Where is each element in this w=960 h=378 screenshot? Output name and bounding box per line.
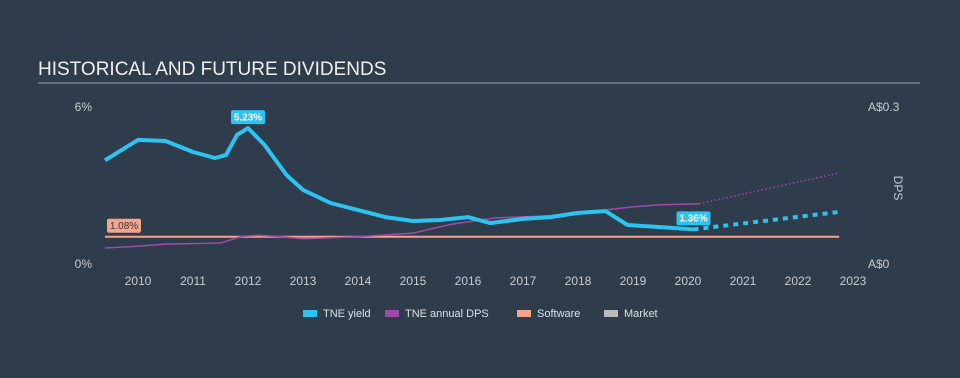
x-tick-label: 2023 (840, 274, 867, 288)
x-tick-label: 2022 (785, 274, 812, 288)
x-tick-label: 2019 (620, 274, 647, 288)
x-tick-label: 2012 (235, 274, 262, 288)
legend-label: TNE annual DPS (405, 308, 489, 320)
legend-label: Market (624, 308, 658, 320)
x-tick-label: 2021 (730, 274, 757, 288)
y2-axis-label: DPS (891, 176, 905, 201)
y2-tick-label: A$0 (868, 257, 890, 271)
value-label-box (107, 218, 141, 233)
chart-title: HISTORICAL AND FUTURE DIVIDENDS (38, 59, 386, 80)
series-line (104, 203, 700, 249)
y2-tick-label: A$0.3 (868, 100, 900, 114)
legend-label: Software (537, 308, 580, 320)
x-tick-label: 2011 (180, 274, 206, 288)
series-line (103, 126, 694, 232)
legend-swatch (604, 310, 618, 317)
legend-swatch (385, 310, 399, 317)
y-tick-label: 6% (75, 100, 93, 114)
value-label: 1.08% (110, 221, 138, 232)
x-tick-label: 2013 (290, 274, 317, 288)
value-label: 5.23% (234, 112, 262, 123)
legend-swatch (517, 310, 531, 317)
x-tick-label: 2018 (565, 274, 592, 288)
value-label: 1.36% (679, 214, 707, 225)
x-tick-label: 2020 (675, 274, 702, 288)
x-tick-label: 2016 (455, 274, 482, 288)
x-tick-label: 2010 (125, 274, 152, 288)
value-label-box (676, 211, 711, 226)
y-tick-label: 0% (75, 257, 93, 271)
forecast-line (693, 209, 840, 232)
x-tick-label: 2014 (345, 274, 372, 288)
x-tick-label: 2015 (400, 274, 427, 288)
value-label-box (231, 110, 265, 125)
legend-swatch (303, 310, 317, 317)
x-tick-label: 2017 (510, 274, 537, 288)
legend-label: TNE yield (323, 308, 371, 320)
